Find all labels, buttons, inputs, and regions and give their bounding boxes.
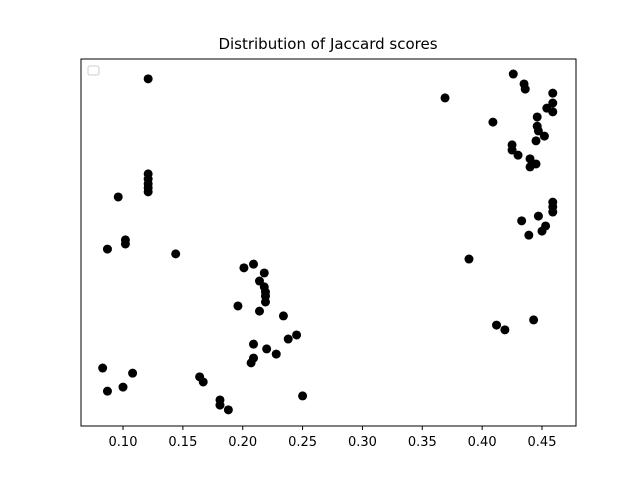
point: [440, 93, 450, 103]
point: [260, 297, 270, 307]
point: [143, 187, 153, 197]
point: [223, 405, 233, 415]
point: [525, 154, 535, 164]
point: [488, 117, 498, 127]
point: [508, 69, 518, 79]
x-tick-label: 0.40: [468, 435, 497, 450]
point: [298, 391, 308, 401]
point: [524, 230, 534, 240]
point: [143, 74, 153, 84]
point: [283, 334, 293, 344]
point: [539, 131, 549, 141]
point: [548, 207, 558, 217]
point: [246, 358, 256, 368]
point: [120, 239, 130, 249]
point: [529, 315, 539, 325]
chart-title: Distribution of Jaccard scores: [218, 35, 437, 53]
point: [249, 259, 259, 269]
point: [98, 363, 108, 373]
point: [113, 192, 123, 202]
point: [128, 368, 138, 378]
x-tick-label: 0.35: [408, 435, 437, 450]
point: [198, 377, 208, 387]
x-tick-label: 0.20: [228, 435, 257, 450]
point: [492, 320, 502, 330]
point: [171, 249, 181, 259]
point: [249, 339, 259, 349]
point: [271, 349, 281, 359]
x-tick-label: 0.25: [288, 435, 317, 450]
point: [533, 126, 543, 136]
point: [118, 382, 128, 392]
point: [532, 112, 542, 122]
point: [278, 311, 288, 321]
point: [531, 136, 541, 146]
point: [517, 216, 527, 226]
point: [500, 325, 510, 335]
point: [548, 88, 558, 98]
point: [513, 150, 523, 160]
point: [102, 244, 112, 254]
point: [520, 84, 530, 94]
point: [533, 211, 543, 221]
x-tick-label: 0.10: [109, 435, 138, 450]
point: [102, 386, 112, 396]
x-tick-label: 0.30: [348, 435, 377, 450]
point: [548, 98, 558, 108]
point: [537, 226, 547, 236]
point: [215, 395, 225, 405]
plot-area: [80, 58, 577, 427]
x-tick-label: 0.45: [528, 435, 557, 450]
point: [548, 107, 558, 117]
point: [239, 263, 249, 273]
point: [259, 268, 269, 278]
point: [233, 301, 243, 311]
point: [292, 330, 302, 340]
point: [254, 306, 264, 316]
legend: [87, 65, 100, 76]
point: [507, 145, 517, 155]
point: [464, 254, 474, 264]
point: [262, 344, 272, 354]
point: [525, 162, 535, 172]
x-tick-label: 0.15: [168, 435, 197, 450]
